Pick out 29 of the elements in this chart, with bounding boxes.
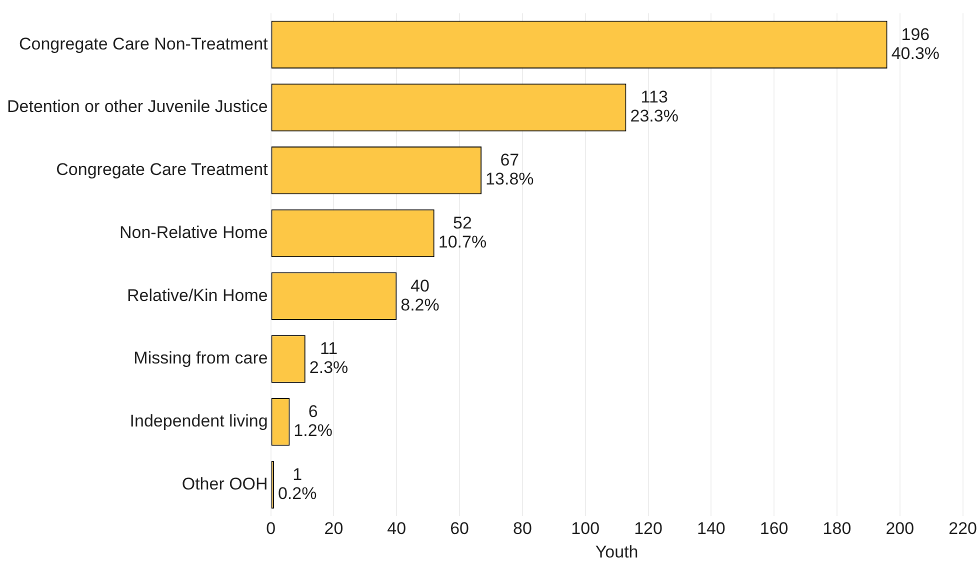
y-tick-label: Other OOH — [182, 474, 268, 494]
x-axis-title: Youth — [595, 542, 638, 562]
x-tick-label: 140 — [696, 519, 726, 538]
data-label: 40 8.2% — [400, 276, 440, 314]
y-tick-label: Non-Relative Home — [119, 222, 268, 242]
y-tick-label: Congregate Care Treatment — [56, 160, 268, 180]
y-tick-label: Missing from care — [134, 348, 268, 368]
data-label: 67 13.8% — [486, 150, 534, 189]
y-tick-label: Independent living — [130, 412, 268, 431]
x-tick-label: 180 — [822, 519, 852, 538]
data-label: 196 40.3% — [891, 24, 940, 63]
y-tick-label: Congregate Care Non-Treatment — [18, 34, 268, 54]
x-tick-label: 100 — [571, 519, 600, 538]
data-label: 113 23.3% — [630, 88, 678, 126]
x-tick-label: 40 — [387, 519, 406, 538]
x-tick-label: 0 — [266, 519, 276, 538]
x-tick-label: 60 — [450, 519, 469, 538]
x-tick-label: 120 — [634, 519, 662, 538]
data-label: 52 10.7% — [438, 213, 487, 252]
x-tick-label: 20 — [324, 519, 344, 538]
x-tick-label: 80 — [512, 519, 532, 538]
y-tick-label: Detention or other Juvenile Justice — [7, 97, 268, 116]
data-label: 6 1.2% — [294, 402, 332, 440]
data-label: 1 0.2% — [278, 464, 317, 503]
x-tick-label: 220 — [948, 519, 978, 538]
x-tick-label: 200 — [886, 519, 914, 538]
data-label: 11 2.3% — [309, 339, 348, 378]
x-tick-label: 160 — [760, 519, 788, 538]
y-tick-label: Relative/Kin Home — [127, 286, 268, 305]
